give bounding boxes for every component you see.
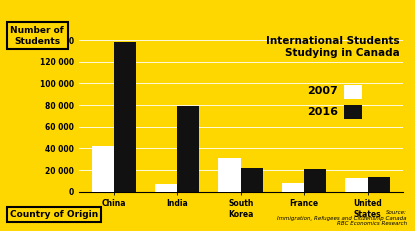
Bar (218, 158, 241, 192)
Text: International Students
Studying in Canada: International Students Studying in Canad… (266, 36, 399, 58)
Text: 2016: 2016 (307, 107, 338, 117)
FancyBboxPatch shape (344, 105, 362, 119)
Bar (345, 178, 368, 192)
Text: Country of Origin: Country of Origin (10, 210, 98, 219)
Bar (368, 176, 390, 192)
FancyBboxPatch shape (344, 85, 362, 99)
Bar (177, 106, 200, 192)
Bar (241, 168, 263, 192)
Text: Number of
Students: Number of Students (10, 26, 64, 46)
Bar (155, 184, 177, 192)
Bar (304, 169, 326, 192)
Text: Source:
Immigration, Refugees and Citizenship Canada
RBC Economics Research: Source: Immigration, Refugees and Citize… (277, 210, 407, 226)
Text: 2007: 2007 (307, 86, 338, 96)
Bar (282, 183, 304, 192)
Bar (114, 42, 136, 192)
Bar (92, 146, 114, 192)
